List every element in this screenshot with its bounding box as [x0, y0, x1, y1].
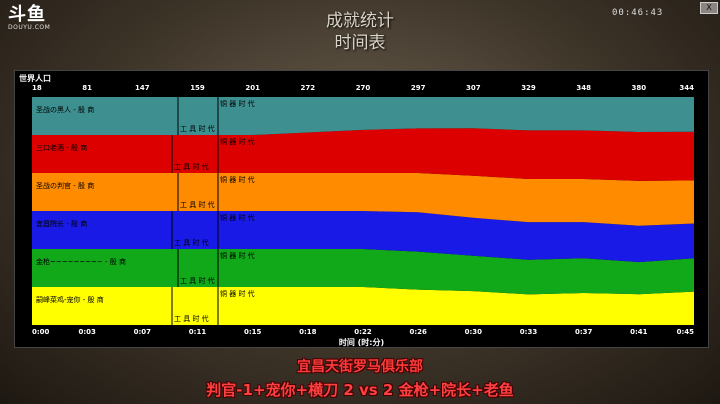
- series-area-4: [32, 128, 694, 181]
- x-axis-label: 时间 (时:分): [338, 338, 385, 347]
- time-tick-label: 0:22: [354, 328, 372, 336]
- series-area-3: [32, 173, 694, 226]
- logo-text: 斗鱼: [8, 4, 46, 25]
- time-tick-label: 0:03: [78, 328, 96, 336]
- time-tick-label: 0:37: [574, 328, 593, 336]
- chart-title: 世界人口: [19, 74, 51, 83]
- close-button[interactable]: X: [700, 2, 718, 14]
- douyu-logo: 斗鱼 DOUYU.COM: [8, 4, 51, 32]
- time-tick-label: 0:26: [409, 328, 427, 336]
- population-label: 380: [631, 84, 647, 92]
- time-labels: 0:00 0:03 0:07 0:11 0:15 0:18 0:22 0:26 0:30 0:33…: [15, 328, 708, 338]
- tool-age-label-3: 工 具 时 代: [180, 200, 215, 209]
- timeline-chart-panel: 世界人口 18 81 147 159 201 272 270 297 307 329 348 380 3…: [14, 70, 709, 348]
- series-label-5: 圣战の黑人 - 殷 商: [36, 105, 94, 114]
- time-tick-label: 0:45: [676, 328, 694, 336]
- series-area-0: [32, 287, 694, 325]
- series-label-2: 宜昌院长 - 殷 商: [36, 219, 87, 228]
- time-tick-label: 0:11: [188, 328, 207, 336]
- population-label: 348: [576, 84, 591, 92]
- series-area-1: [32, 249, 694, 295]
- bronze-age-label-0: 铜 器 时 代: [220, 289, 255, 298]
- series-label-3: 圣战の判官 - 殷 商: [36, 181, 94, 190]
- population-label: 272: [300, 84, 316, 92]
- time-tick-label: 0:18: [299, 328, 317, 336]
- population-label: 297: [410, 84, 426, 92]
- bronze-age-label-4: 铜 器 时 代: [220, 137, 255, 146]
- series-label-0: 嗣峰菜鸡-宠你 - 殷 商: [36, 295, 104, 304]
- tool-age-label-5: 工 具 时 代: [180, 124, 215, 133]
- bronze-age-label-5: 铜 器 时 代: [220, 99, 255, 108]
- population-label: 159: [190, 84, 205, 92]
- tool-age-label-1: 工 具 时 代: [180, 276, 215, 285]
- screen-subtitle: 时间表: [334, 33, 386, 53]
- game-clock: 00:46:43: [612, 8, 664, 18]
- screen-title: 成就统计: [326, 11, 394, 31]
- population-labels: 18 81 147 159 201 272 270 297 307 329 348 380 344: [15, 84, 708, 94]
- bronze-age-label-3: 铜 器 时 代: [220, 175, 255, 184]
- population-label: 201: [245, 84, 260, 92]
- population-label: 147: [135, 84, 150, 92]
- bronze-age-label-1: 铜 器 时 代: [220, 251, 255, 260]
- population-label: 329: [521, 84, 536, 92]
- time-tick-label: 0:07: [133, 328, 152, 336]
- stream-caption-club: 宜昌天街罗马俱乐部: [297, 359, 423, 375]
- population-label: 344: [679, 84, 694, 92]
- population-label: 270: [355, 84, 371, 92]
- bronze-age-label-2: 铜 器 时 代: [220, 213, 255, 222]
- time-tick-label: 0:00: [32, 328, 50, 336]
- stream-caption-match: 判官-1+宠你+横刀 2 vs 2 金枪+院长+老鱼: [206, 381, 514, 399]
- tool-age-label-0: 工 具 时 代: [174, 314, 209, 323]
- series-area-5: [32, 97, 694, 135]
- time-tick-label: 0:41: [630, 328, 648, 336]
- time-tick-label: 0:33: [519, 328, 538, 336]
- time-tick-label: 0:15: [243, 328, 262, 336]
- series-label-4: 三口老酒 - 殷 商: [36, 143, 87, 152]
- series-label-1: 金枪~~~~~~~~~ - 殷 商: [36, 257, 126, 266]
- tool-age-label-4: 工 具 时 代: [174, 162, 209, 171]
- population-label: 307: [466, 84, 481, 92]
- population-area-chart: 嗣峰菜鸡-宠你 - 殷 商工 具 时 代铜 器 时 代金枪~~~~~~~~~ -…: [32, 97, 694, 325]
- population-label: 18: [32, 84, 42, 92]
- logo-subtext: DOUYU.COM: [8, 24, 51, 31]
- series-area-2: [32, 211, 694, 263]
- tool-age-label-2: 工 具 时 代: [174, 238, 209, 247]
- population-label: 81: [82, 84, 93, 92]
- time-tick-label: 0:30: [464, 328, 483, 336]
